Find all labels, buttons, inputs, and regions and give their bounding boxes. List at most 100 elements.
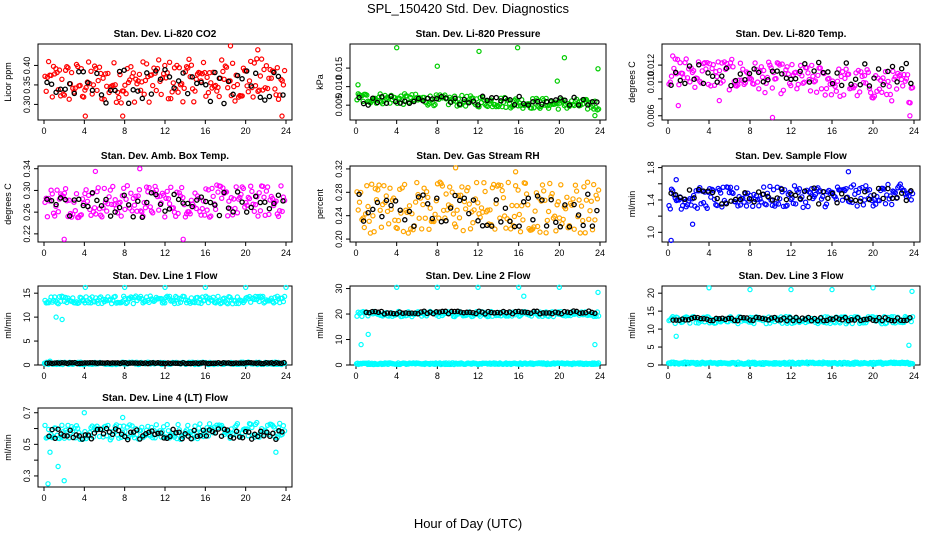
data-point [854,203,860,209]
data-point [834,70,840,76]
data-point [225,205,232,211]
data-point [503,104,509,111]
data-point [112,360,118,366]
x-tick-label: 0 [353,126,358,136]
data-point [252,70,259,77]
data-point [839,197,846,203]
data-point [583,197,590,203]
data-point [870,285,876,291]
data-point [841,92,847,98]
data-point [182,360,189,367]
data-point [92,360,98,366]
data-point [502,95,509,102]
data-point [251,208,257,215]
data-point [53,201,59,208]
data-point [280,82,287,88]
data-point [61,433,67,439]
data-point [421,185,427,191]
data-point [793,314,799,321]
data-point [234,421,241,427]
x-tick-label: 16 [827,126,837,136]
data-point [200,360,207,366]
data-point [48,81,55,87]
data-point [117,360,123,367]
data-point [815,59,822,66]
data-point [569,202,575,208]
data-point [898,190,905,196]
data-point [780,87,787,94]
data-point [677,77,684,84]
panel-title: Stan. Dev. Amb. Box Temp. [101,151,229,162]
data-point [397,207,403,213]
data-point [843,66,849,72]
y-axis-label: Licor ppm [3,62,13,102]
data-point [885,185,891,192]
data-point [456,197,463,204]
data-point [547,180,553,187]
x-tick-label: 20 [868,126,878,136]
panel-7: Stan. Dev. Line 1 Flow ml/min 0 4 8 12 16 20 24 0… [3,271,293,381]
data-point [84,360,91,366]
data-point [820,69,827,76]
data-point [857,89,863,95]
data-point [82,360,88,366]
data-point [775,201,782,207]
data-point [227,43,234,49]
data-point [95,185,101,191]
data-point [62,185,69,192]
data-point [165,195,172,202]
data-point [262,97,268,103]
data-point [71,90,78,97]
data-point [53,314,59,320]
data-point [243,68,250,74]
data-point [581,184,587,190]
data-point [113,99,120,106]
data-point [236,434,243,440]
data-point [281,293,288,300]
x-tick-label: 24 [909,126,919,136]
data-point [589,223,596,229]
data-point [269,195,276,202]
data-point [487,207,493,213]
data-point [534,193,541,199]
data-point [908,197,915,203]
data-point [873,317,879,324]
page-title: SPL_150420 Std. Dev. Diagnostics [366,1,570,16]
data-point [843,194,850,201]
data-point [806,79,813,85]
data-point [799,315,806,321]
data-point [187,211,193,217]
x-tick-label: 8 [747,126,752,136]
data-point [109,360,116,366]
data-point [595,66,601,72]
data-point [710,61,717,68]
data-point [416,215,422,221]
x-tick-label: 0 [41,371,46,381]
data-point [213,360,219,367]
data-point [595,313,602,319]
data-point [406,203,413,209]
data-point [866,196,873,203]
data-point [365,203,371,210]
data-point [176,190,182,196]
data-point [848,317,855,323]
data-point [531,105,537,111]
data-point [811,68,817,74]
data-point [257,73,264,79]
plot-frame [37,43,293,121]
data-point [224,213,231,219]
data-point [796,185,803,192]
data-point [412,310,418,316]
y-tick-label: 0.22 [22,225,32,243]
data-point [556,284,563,290]
data-point [558,182,564,188]
data-point [843,60,850,66]
data-point [746,195,753,202]
data-point [99,214,105,220]
data-point [741,199,747,205]
data-point [171,191,177,198]
data-point [147,204,153,210]
data-point [711,82,718,89]
data-point [728,82,734,89]
data-point [218,57,225,63]
